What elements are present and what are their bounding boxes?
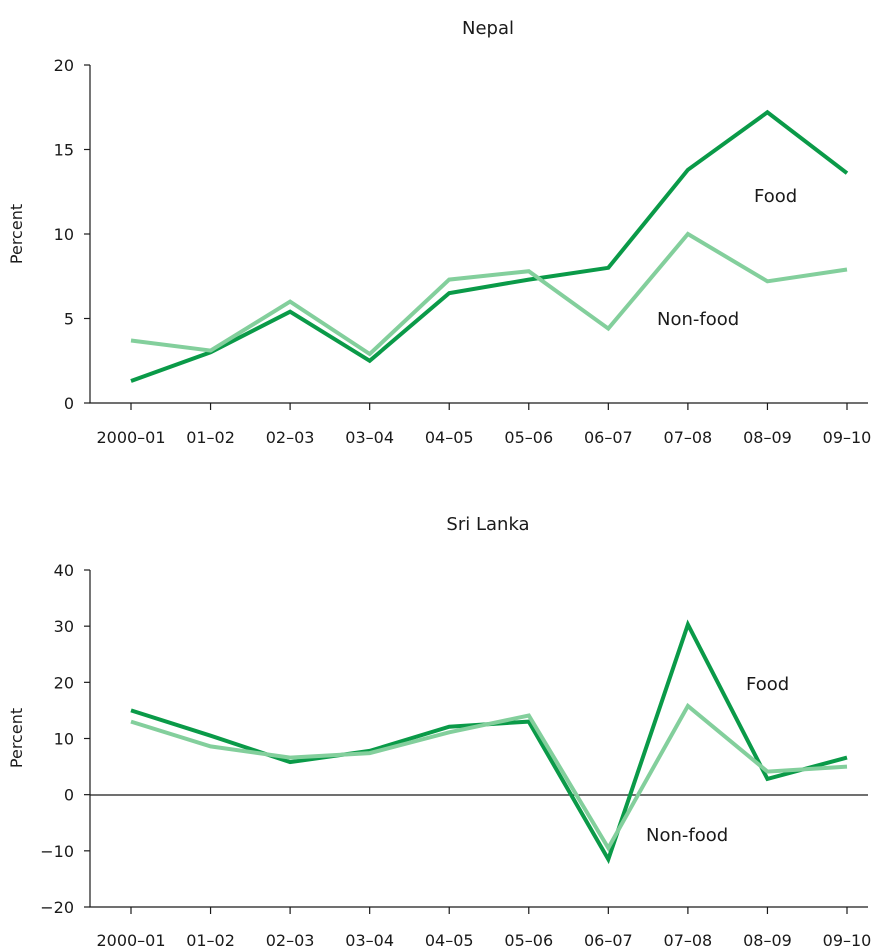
x-tick-label: 09–10 <box>823 931 872 949</box>
y-tick-label: 20 <box>54 56 74 75</box>
annotation-non-food: Non-food <box>646 825 728 846</box>
x-tick-label: 2000–01 <box>96 931 165 949</box>
y-axis-label: Percent <box>7 708 26 768</box>
y-tick-label: 10 <box>54 225 74 244</box>
y-tick-label: 40 <box>54 561 74 580</box>
x-tick-label: 04–05 <box>425 931 474 949</box>
y-tick-label: 10 <box>54 730 74 749</box>
y-tick-label: 30 <box>54 617 74 636</box>
y-ticks: 0 5 10 15 20 <box>54 56 90 413</box>
sri-lanka-panel: Sri Lanka Percent −20 −10 0 10 20 30 40 2000–0… <box>7 514 871 949</box>
x-tick-label: 08–09 <box>743 428 792 447</box>
y-tick-label: 20 <box>54 673 74 692</box>
annotation-food: Food <box>746 674 789 695</box>
y-tick-label: −20 <box>40 898 74 917</box>
x-tick-label: 06–07 <box>584 931 633 949</box>
y-tick-label: 0 <box>64 394 74 413</box>
annotation-non-food: Non-food <box>657 309 739 330</box>
x-tick-label: 03–04 <box>345 931 394 949</box>
y-tick-label: 0 <box>64 786 74 805</box>
series-line-non-food <box>130 702 848 852</box>
series-lines <box>130 109 849 383</box>
series-line-food <box>130 109 849 383</box>
x-tick-label: 04–05 <box>425 428 474 447</box>
x-tick-label: 01–02 <box>186 428 235 447</box>
x-tick-label: 05–06 <box>504 931 553 949</box>
series-line-food <box>130 619 848 865</box>
axis-frame <box>89 570 868 908</box>
y-tick-label: 5 <box>64 310 74 329</box>
y-tick-label: −10 <box>40 842 74 861</box>
x-tick-label: 07–08 <box>664 428 713 447</box>
nepal-panel: Nepal Percent 0 5 10 15 20 2000–01 01–02 02–03… <box>7 18 871 447</box>
x-tick-label: 02–03 <box>266 931 315 949</box>
x-ticks: 2000–01 01–02 02–03 03–04 04–05 05–06 06–07 07–… <box>96 403 871 447</box>
x-tick-label: 03–04 <box>345 428 394 447</box>
chart-title: Sri Lanka <box>446 514 529 535</box>
x-tick-label: 2000–01 <box>96 428 165 447</box>
chart-title: Nepal <box>462 18 514 39</box>
x-ticks: 2000–01 01–02 02–03 03–04 04–05 05–06 06–07 07–… <box>96 907 871 949</box>
y-axis-label: Percent <box>7 204 26 264</box>
x-tick-label: 07–08 <box>664 931 713 949</box>
x-tick-label: 05–06 <box>504 428 553 447</box>
y-ticks: −20 −10 0 10 20 30 40 <box>40 561 90 917</box>
y-tick-label: 15 <box>54 141 74 160</box>
x-tick-label: 06–07 <box>584 428 633 447</box>
x-tick-label: 01–02 <box>186 931 235 949</box>
x-tick-label: 08–09 <box>743 931 792 949</box>
x-tick-label: 09–10 <box>823 428 872 447</box>
series-line-non-food <box>130 231 848 357</box>
annotation-food: Food <box>754 186 797 207</box>
series-lines <box>130 619 848 865</box>
x-tick-label: 02–03 <box>266 428 315 447</box>
